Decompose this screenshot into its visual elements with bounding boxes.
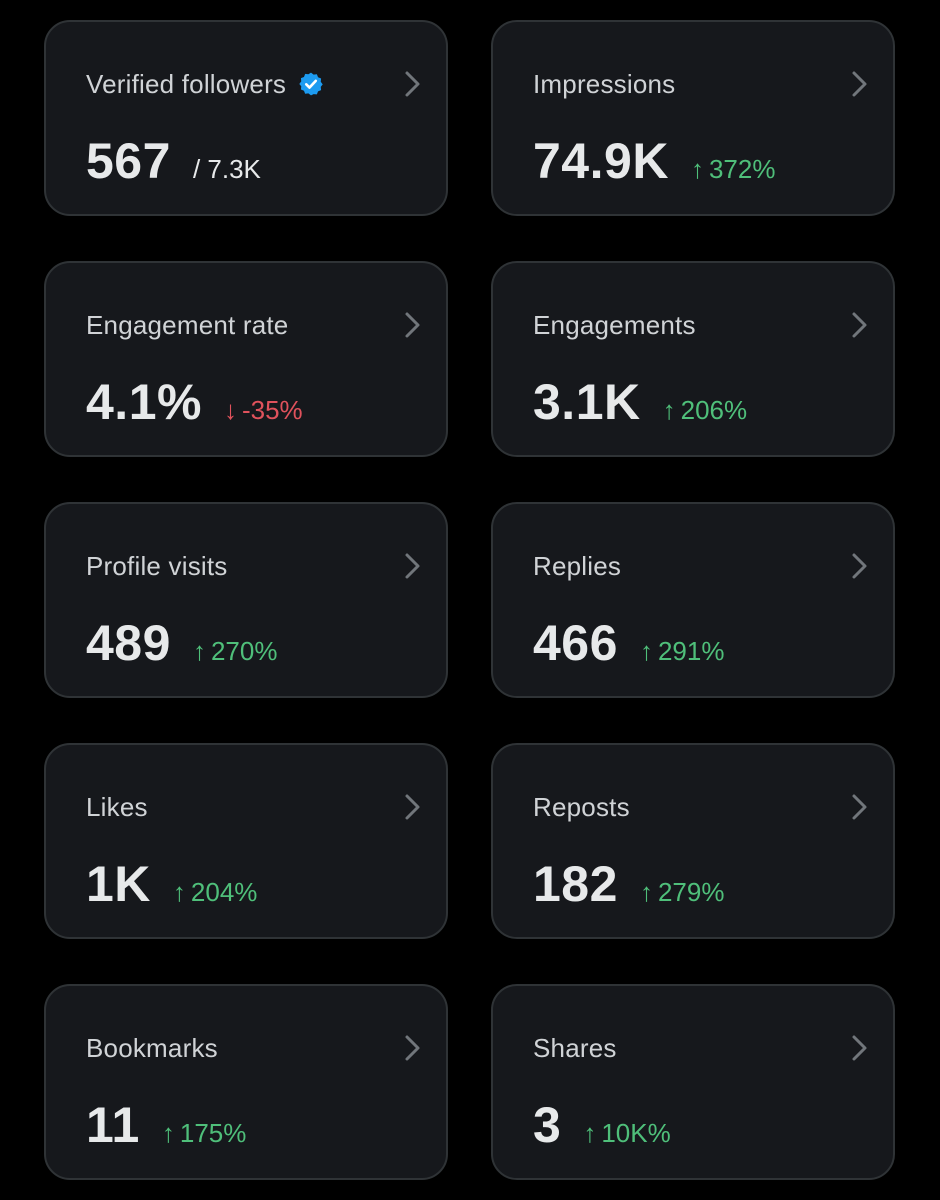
verified-badge-icon [299,72,323,96]
card-label: Shares [533,1032,617,1063]
chevron-right-icon [852,794,867,820]
card-value: 3.1K [533,374,641,430]
card-label: Engagement rate [86,309,289,340]
card-label: Impressions [533,68,676,99]
card-value: 1K [86,856,151,912]
card-label: Likes [86,791,148,822]
chevron-right-icon [405,71,420,97]
chevron-right-icon [405,1035,420,1061]
arrow-up-icon: ↑ [172,877,186,907]
arrow-up-icon: ↑ [639,636,653,666]
replies-card[interactable]: Replies 466 ↑ 291% [491,502,895,698]
engagements-card[interactable]: Engagements 3.1K ↑ 206% [491,261,895,457]
chevron-right-icon [852,71,867,97]
card-label: Engagements [533,309,696,340]
arrow-up-icon: ↑ [639,877,653,907]
change-value: 372% [708,154,776,184]
card-label: Replies [533,550,622,581]
change-indicator: ↑ 204% [173,877,258,908]
impressions-card[interactable]: Impressions 74.9K ↑ 372% [491,20,895,216]
likes-card[interactable]: Likes 1K ↑ 204% [44,743,448,939]
arrow-up-icon: ↑ [583,1118,597,1148]
change-value: 10K% [601,1118,671,1148]
card-value: 4.1% [86,374,202,430]
shares-card[interactable]: Shares 3 ↑ 10K% [491,984,895,1180]
change-indicator: ↑ 372% [691,154,776,185]
card-value: 11 [86,1097,140,1153]
change-indicator: ↓ -35% [224,395,303,426]
change-value: 270% [210,636,278,666]
change-indicator: ↑ 10K% [583,1118,670,1149]
card-value: 489 [86,615,171,671]
arrow-up-icon: ↑ [161,1118,175,1148]
reposts-card[interactable]: Reposts 182 ↑ 279% [491,743,895,939]
card-total: / 7.3K [192,154,261,184]
card-label: Bookmarks [86,1032,218,1063]
change-indicator: ↑ 175% [162,1118,247,1149]
bookmarks-card[interactable]: Bookmarks 11 ↑ 175% [44,984,448,1180]
change-value: 206% [680,395,748,425]
arrow-up-icon: ↑ [662,395,676,425]
card-label: Verified followers [86,68,287,99]
profile-visits-card[interactable]: Profile visits 489 ↑ 270% [44,502,448,698]
change-indicator: ↑ 279% [640,877,725,908]
card-value: 74.9K [533,133,669,189]
engagement-rate-card[interactable]: Engagement rate 4.1% ↓ -35% [44,261,448,457]
card-value: 567 [86,133,171,189]
card-value: 466 [533,615,618,671]
arrow-up-icon: ↑ [192,636,206,666]
card-value: 3 [533,1097,562,1153]
arrow-down-icon: ↓ [223,395,237,425]
card-label: Profile visits [86,550,228,581]
chevron-right-icon [405,553,420,579]
change-indicator: ↑ 291% [640,636,725,667]
chevron-right-icon [405,312,420,338]
change-value: 279% [657,877,725,907]
card-value: 182 [533,856,618,912]
change-indicator: ↑ 270% [193,636,278,667]
card-label: Reposts [533,791,630,822]
chevron-right-icon [852,553,867,579]
chevron-right-icon [852,1035,867,1061]
change-indicator: ↑ 206% [663,395,748,426]
change-value: 175% [179,1118,247,1148]
chevron-right-icon [405,794,420,820]
change-value: 291% [657,636,725,666]
verified-followers-card[interactable]: Verified followers 567 / 7.3K [44,20,448,216]
chevron-right-icon [852,312,867,338]
arrow-up-icon: ↑ [690,154,704,184]
change-value: 204% [190,877,258,907]
change-value: -35% [241,395,303,425]
